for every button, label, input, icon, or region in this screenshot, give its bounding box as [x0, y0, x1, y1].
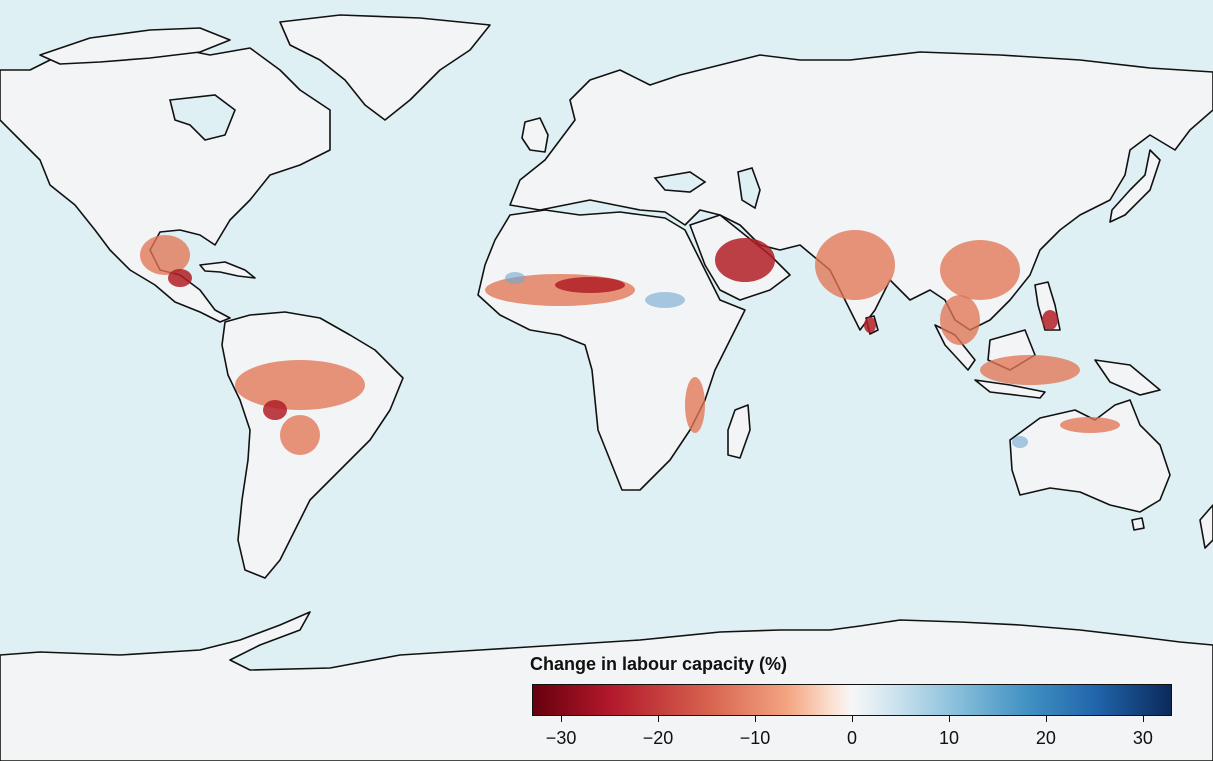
- gain-region-west-sahara: [505, 272, 525, 284]
- colorbar-tick-label: −20: [642, 728, 674, 748]
- colorbar-tick: [561, 716, 563, 722]
- loss-region-sahara: [555, 277, 625, 293]
- greenland: [279, 14, 491, 121]
- madagascar: [727, 404, 751, 459]
- australia: [1009, 399, 1171, 513]
- loss-region-bolivia: [263, 400, 287, 420]
- new-zealand: [1199, 504, 1213, 549]
- colorbar-tick-label: −30: [545, 728, 577, 748]
- caspian-sea: [737, 167, 761, 210]
- colorbar-tick-label: 10: [938, 728, 959, 748]
- gain-region-east-sahel: [645, 292, 685, 308]
- colorbar-tick-label: 30: [1132, 728, 1153, 748]
- colorbar-tick: [1142, 716, 1144, 722]
- tasmania: [1131, 517, 1145, 531]
- japan: [1109, 149, 1161, 223]
- caribbean-islands: [199, 261, 256, 279]
- colorbar-tick-label: −10: [739, 728, 771, 748]
- indonesia-java: [974, 379, 1046, 399]
- labour-loss-regions: [140, 230, 1120, 455]
- arctic-islands: [39, 27, 231, 65]
- colorbar-tick-label: 20: [1035, 728, 1056, 748]
- legend-title: Change in labour capacity (%): [530, 654, 788, 674]
- new-guinea: [1094, 359, 1161, 396]
- loss-region-central-america: [168, 269, 192, 287]
- colorbar-tick: [755, 716, 757, 722]
- loss-region-arabia: [715, 238, 775, 282]
- gain-region-northwest-australia: [1012, 436, 1028, 448]
- colorbar-legend: Change in labour capacity (%) −30 −20 −10 0…: [530, 654, 1175, 754]
- hudson-bay: [169, 94, 236, 141]
- loss-region-north-australia: [1060, 417, 1120, 433]
- black-sea: [653, 171, 707, 193]
- colorbar-tick-label: 0: [846, 728, 858, 748]
- loss-region-mexico: [140, 235, 190, 275]
- loss-region-amazon: [235, 360, 365, 410]
- labour-gain-regions: [505, 272, 1028, 448]
- colorbar: [532, 684, 1172, 716]
- loss-region-southeast-asia: [940, 295, 980, 345]
- loss-region-sri-lanka: [864, 317, 876, 333]
- colorbar-tick: [852, 716, 853, 722]
- loss-region-indonesia: [980, 355, 1080, 385]
- colorbar-tick: [658, 716, 660, 722]
- loss-region-chaco: [280, 415, 320, 455]
- british-isles: [521, 117, 549, 153]
- loss-region-south-china: [940, 240, 1020, 300]
- colorbar-tick: [1045, 716, 1047, 722]
- loss-region-india: [815, 230, 895, 300]
- colorbar-tick: [948, 716, 950, 722]
- loss-region-philippines: [1042, 310, 1058, 330]
- loss-region-east-africa: [685, 377, 705, 433]
